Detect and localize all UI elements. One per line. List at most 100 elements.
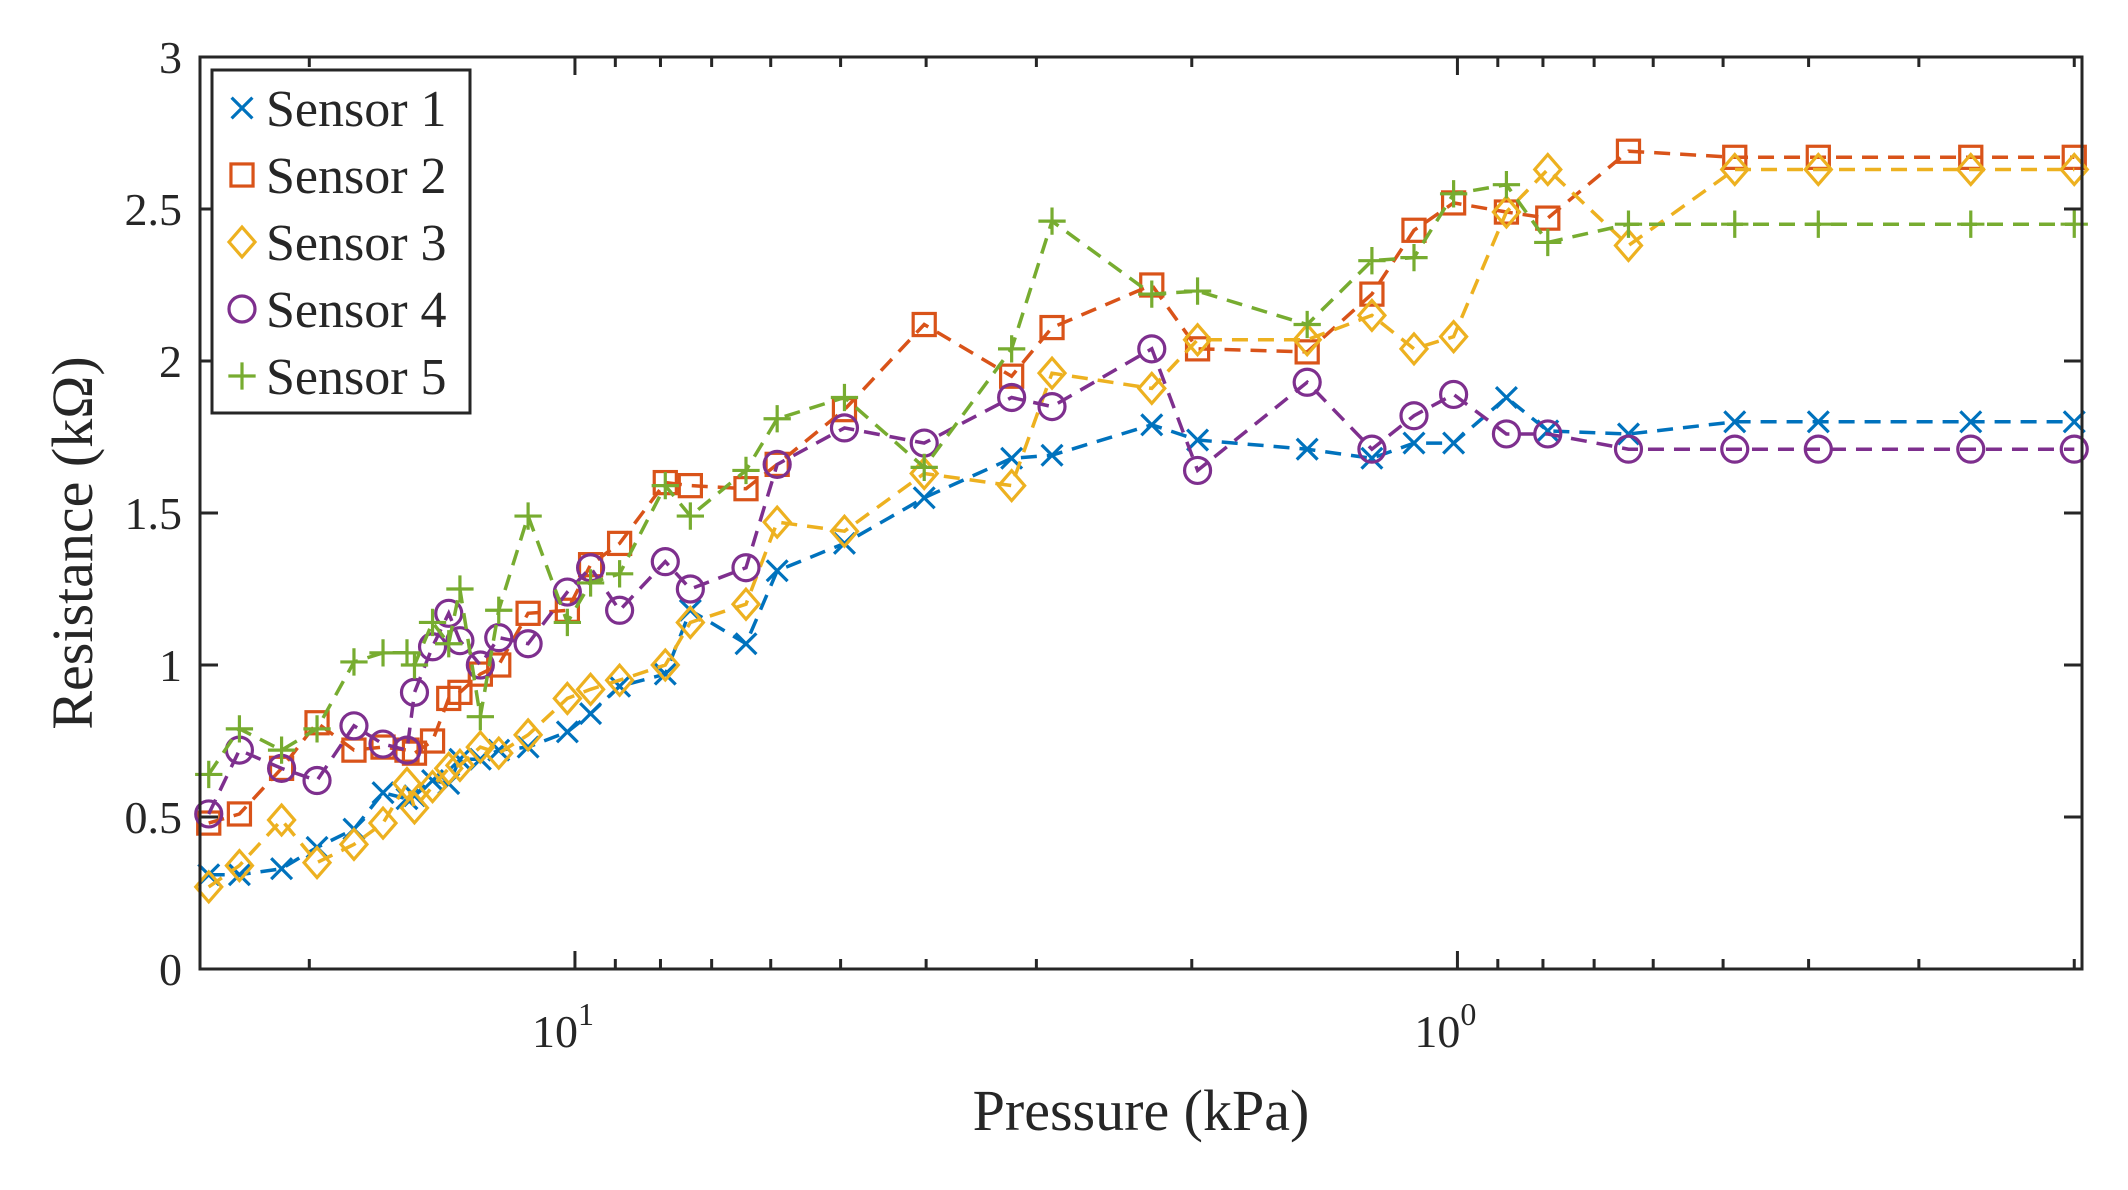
data-point (997, 382, 1027, 413)
data-point (996, 468, 1027, 504)
labels-layer: Pressure (kPa) Resistance (kΩ) (40, 356, 1309, 1143)
data-point (1040, 443, 1064, 467)
series-line-sensor-2 (208, 149, 2075, 825)
data-point (1803, 152, 1834, 187)
data-point (1955, 152, 1986, 187)
data-point (1491, 194, 1522, 230)
data-point (513, 629, 543, 659)
data-point (483, 735, 514, 771)
data-point (1293, 310, 1321, 339)
data-point (650, 547, 680, 577)
data-point (1038, 207, 1066, 235)
data-point (1613, 434, 1644, 464)
data-point (1398, 331, 1430, 367)
data-point (910, 453, 938, 482)
data-point (267, 736, 296, 764)
legend-label: Sensor 5 (266, 349, 447, 406)
data-point (1137, 334, 1167, 364)
data-point (1039, 314, 1065, 341)
data-point (552, 681, 583, 716)
data-point (270, 857, 294, 881)
y-tick-label: 2.5 (125, 184, 183, 235)
legend-marker (229, 162, 255, 188)
data-point (514, 502, 542, 530)
data-point (1720, 434, 1750, 464)
y-tick-label: 1.5 (125, 488, 183, 539)
data-point (225, 715, 254, 743)
data-point (1360, 446, 1384, 470)
data-point (399, 790, 430, 826)
data-point (484, 623, 514, 653)
data-point (605, 595, 635, 625)
data-point (392, 735, 422, 765)
data-point (445, 626, 475, 656)
data-point (485, 596, 513, 624)
series-line-sensor-3 (207, 167, 2075, 889)
data-point (303, 715, 331, 743)
data-point (998, 363, 1025, 389)
data-point (1438, 319, 1469, 355)
y-tick-label: 0 (159, 944, 182, 995)
data-point (393, 639, 421, 667)
data-point (434, 598, 464, 628)
data-point (302, 765, 332, 796)
data-point (1956, 434, 1986, 464)
data-point (447, 679, 473, 706)
data-point (417, 769, 448, 804)
data-point (1036, 355, 1068, 391)
series-line-sensor-4 (207, 346, 2075, 815)
data-point (1295, 437, 1319, 461)
data-point (1722, 144, 1748, 170)
y-tick-label: 1 (159, 640, 182, 691)
data-point (734, 632, 758, 656)
series-sensor-2 (196, 138, 2087, 836)
legend-entry-sensor-5: Sensor 5 (228, 349, 447, 406)
data-point (730, 586, 762, 622)
data-point (2059, 434, 2089, 464)
data-point (1959, 410, 1983, 434)
legend-marker (227, 294, 257, 324)
data-point (1183, 277, 1212, 305)
data-point (830, 383, 859, 412)
data-point (339, 711, 369, 741)
data-point (444, 747, 476, 783)
data-point (676, 502, 704, 530)
data-point (605, 560, 634, 588)
data-point (465, 650, 495, 680)
data-point (606, 530, 633, 557)
data-point (1136, 370, 1167, 406)
legend-label: Sensor 4 (266, 282, 447, 339)
data-point (1442, 431, 1466, 455)
data-point (1294, 339, 1320, 365)
data-point (1402, 431, 1426, 455)
x-axis-title: Pressure (kPa) (973, 1078, 1310, 1143)
data-point (1182, 455, 1213, 486)
legend-label: Sensor 1 (266, 81, 447, 138)
y-axis-title: Resistance (kΩ) (40, 356, 105, 729)
data-point (227, 863, 251, 887)
data-point (579, 702, 603, 726)
series-sensor-4 (194, 334, 2089, 829)
legend-entry-sensor-4: Sensor 4 (227, 282, 447, 339)
data-point (435, 630, 463, 658)
data-point (226, 801, 253, 827)
data-point (1804, 210, 1832, 238)
data-point (515, 600, 541, 626)
data-point (465, 729, 496, 765)
data-point (1399, 401, 1429, 431)
data-point (1723, 410, 1747, 434)
data-point (608, 674, 632, 698)
data-point (1184, 336, 1211, 362)
data-point (448, 747, 472, 771)
legend-label: Sensor 2 (266, 148, 447, 205)
data-point (1292, 367, 1322, 397)
data-point (1492, 171, 1521, 199)
data-point (829, 413, 860, 443)
series-sensor-5 (195, 171, 2088, 789)
data-point (1614, 210, 1643, 238)
data-point (224, 848, 255, 884)
data-point (1721, 210, 1749, 238)
x-tick-label: 101 (532, 996, 594, 1057)
data-point (466, 703, 494, 731)
data-point (1957, 210, 1985, 238)
